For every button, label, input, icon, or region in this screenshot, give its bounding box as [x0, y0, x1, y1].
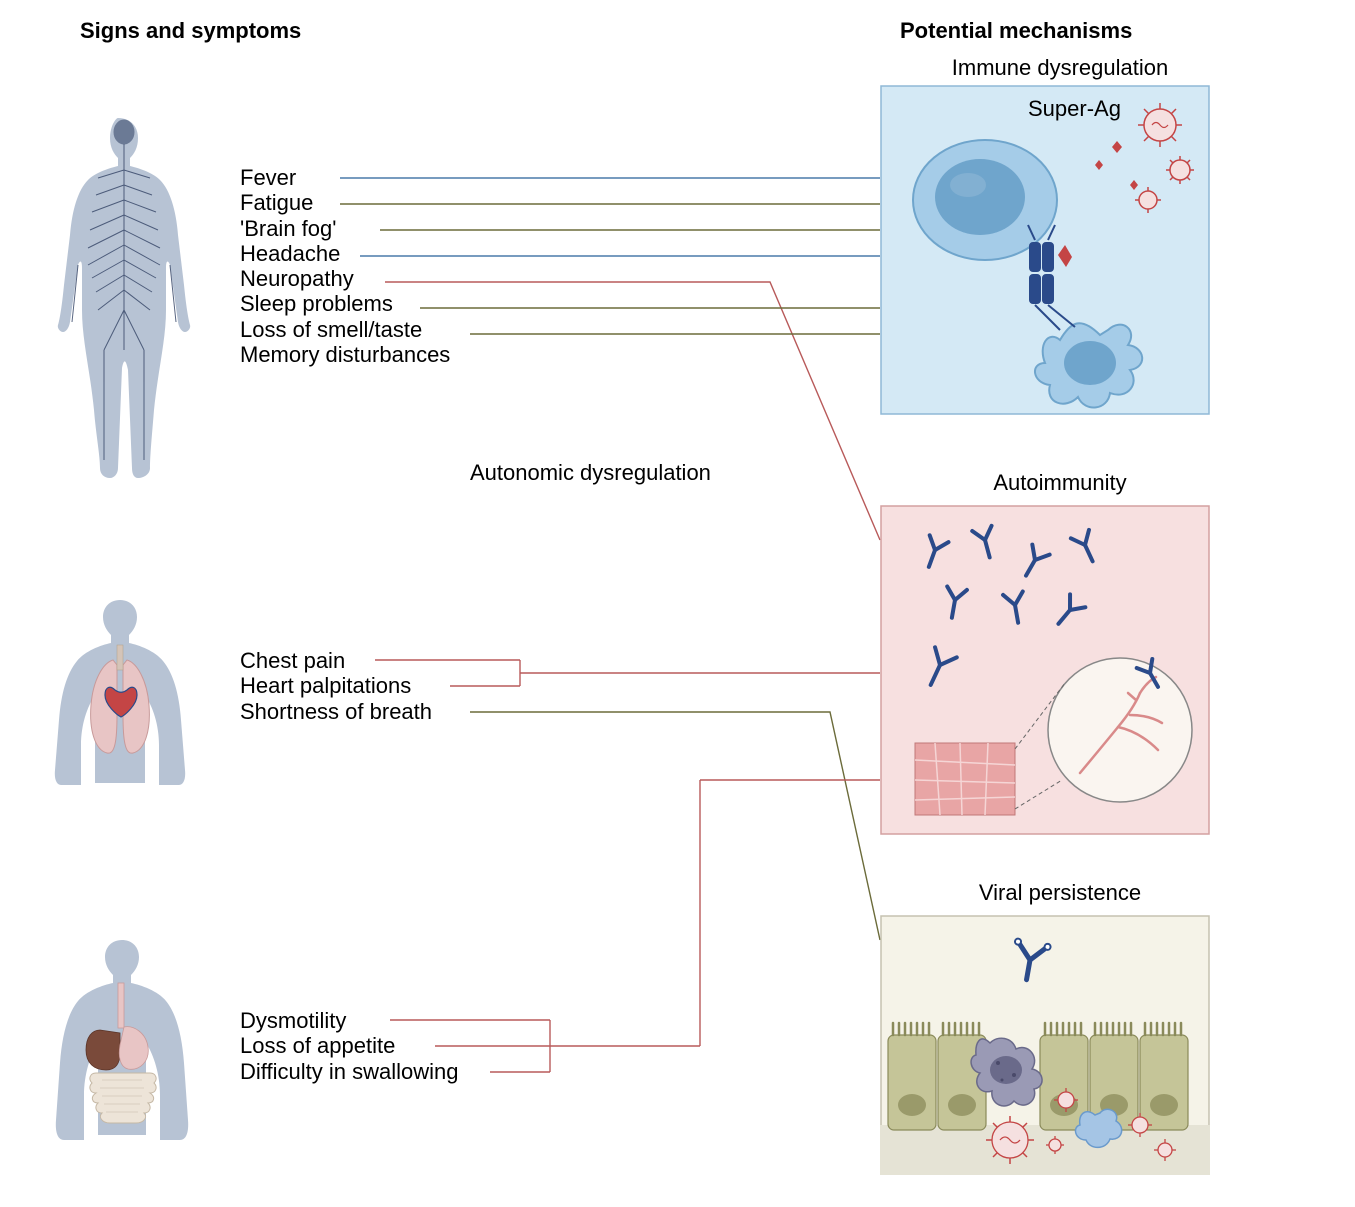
symptom-neuropathy: Neuropathy	[240, 266, 450, 291]
label-autonomic-dysregulation: Autonomic dysregulation	[470, 460, 711, 486]
symptom-palpitations: Heart palpitations	[240, 673, 432, 698]
symptom-dysmotility: Dysmotility	[240, 1008, 458, 1033]
symptom-headache: Headache	[240, 241, 450, 266]
symptom-memory: Memory disturbances	[240, 342, 450, 367]
header-signs-symptoms: Signs and symptoms	[80, 18, 301, 44]
subhead-viral-persistence: Viral persistence	[950, 880, 1170, 906]
symptom-smell-taste: Loss of smell/taste	[240, 317, 450, 342]
nervous-system-icon	[38, 110, 198, 480]
header-potential-mechanisms: Potential mechanisms	[900, 18, 1132, 44]
symptom-breath: Shortness of breath	[240, 699, 432, 724]
symptom-brain-fog: 'Brain fog'	[240, 216, 450, 241]
symptom-chest-pain: Chest pain	[240, 648, 432, 673]
symptom-swallow: Difficulty in swallowing	[240, 1059, 458, 1084]
symptom-fatigue: Fatigue	[240, 190, 450, 215]
symptom-appetite: Loss of appetite	[240, 1033, 458, 1058]
label-super-ag: Super-Ag	[1028, 96, 1121, 122]
subhead-autoimmunity: Autoimmunity	[960, 470, 1160, 496]
gi-symptoms: Dysmotility Loss of appetite Difficulty …	[240, 1008, 458, 1084]
neuro-symptoms: Fever Fatigue 'Brain fog' Headache Neuro…	[240, 165, 450, 367]
symptom-sleep: Sleep problems	[240, 291, 450, 316]
cardio-symptoms: Chest pain Heart palpitations Shortness …	[240, 648, 432, 724]
panel-immune-dysregulation	[880, 85, 1210, 415]
gastrointestinal-icon	[40, 935, 205, 1160]
symptom-fever: Fever	[240, 165, 450, 190]
panel-autoimmunity	[880, 505, 1210, 835]
subhead-immune-dysregulation: Immune dysregulation	[930, 55, 1190, 81]
cardiopulmonary-icon	[45, 595, 195, 790]
panel-viral-persistence	[880, 915, 1210, 1175]
